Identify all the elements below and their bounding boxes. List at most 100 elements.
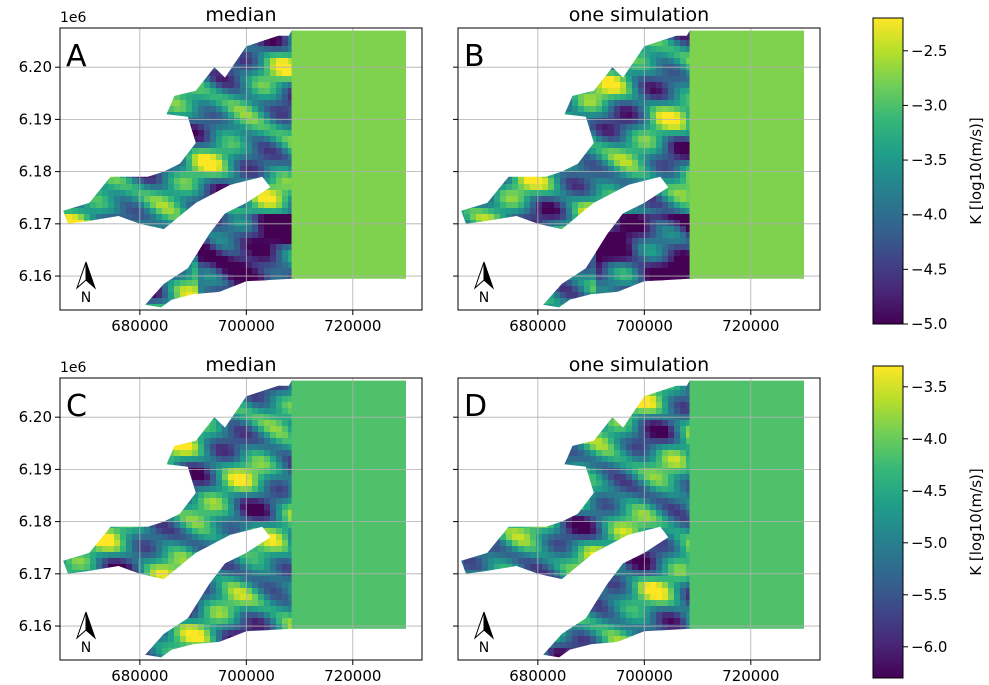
heatmap-cell (156, 426, 163, 433)
heatmap-cell (156, 232, 163, 239)
heatmap-b (461, 30, 804, 308)
heatmap-cell (78, 184, 85, 191)
heatmap-cell (288, 280, 295, 287)
heatmap-cell (114, 498, 121, 505)
north-arrow-icon: N (473, 261, 495, 306)
heatmap-cell (186, 214, 193, 221)
heatmap-cell (542, 232, 549, 239)
heatmap-cell (222, 232, 229, 239)
heatmap-cell (120, 630, 127, 637)
heatmap-cell (464, 214, 471, 221)
heatmap-cell (108, 112, 115, 119)
heatmap-cell (198, 172, 205, 179)
heatmap-cell (126, 214, 133, 221)
heatmap-cell (120, 196, 127, 203)
heatmap-cell (63, 474, 67, 481)
heatmap-cell (234, 82, 241, 89)
heatmap-cell (138, 420, 145, 427)
heatmap-cell (180, 226, 187, 233)
heatmap-cell (276, 208, 283, 215)
heatmap-cell (102, 130, 109, 137)
heatmap-cell (470, 256, 477, 263)
heatmap-cell (180, 136, 187, 143)
y-tick-label: 6.17 (19, 215, 52, 233)
heatmap-cell (90, 88, 97, 95)
heatmap-cell (608, 214, 615, 221)
heatmap-cell (252, 256, 259, 263)
heatmap-cell (680, 304, 687, 308)
heatmap-cell (126, 480, 133, 487)
heatmap-cell (512, 238, 519, 245)
heatmap-cell (258, 304, 265, 308)
heatmap-cell (102, 462, 109, 469)
heatmap-cell (132, 426, 139, 433)
heatmap-cell (554, 124, 561, 131)
heatmap-cell (192, 184, 199, 191)
heatmap-cell (650, 88, 657, 95)
heatmap-cell (270, 250, 277, 257)
heatmap-cell (674, 232, 681, 239)
heatmap-cell (650, 238, 657, 245)
heatmap-cell (72, 238, 79, 245)
heatmap-cell (216, 636, 223, 643)
heatmap-cell (228, 268, 235, 275)
heatmap-cell (680, 190, 687, 197)
heatmap-cell (84, 540, 91, 547)
heatmap-cell (656, 166, 663, 173)
heatmap-cell (156, 226, 163, 233)
heatmap-cell (186, 380, 193, 385)
heatmap-cell (572, 268, 579, 275)
heatmap-cell (138, 118, 145, 125)
heatmap-cell (192, 118, 199, 125)
heatmap-cell (500, 82, 507, 89)
heatmap-cell (168, 618, 175, 625)
heatmap-cell (174, 208, 181, 215)
heatmap-cell (276, 106, 283, 113)
heatmap-cell (228, 70, 235, 77)
heatmap-cell (162, 432, 169, 439)
heatmap-cell (120, 232, 127, 239)
heatmap-cell (584, 208, 591, 215)
heatmap-cell (168, 148, 175, 155)
heatmap-cell (542, 142, 549, 149)
heatmap-cell (662, 250, 669, 257)
heatmap-cell (276, 88, 283, 95)
heatmap-cell (108, 380, 115, 385)
heatmap-cell (240, 274, 247, 281)
heatmap-cell (144, 558, 151, 565)
heatmap-cell (78, 124, 85, 131)
heatmap-cell (150, 238, 157, 245)
heatmap-cell (114, 172, 121, 179)
heatmap-cell (524, 268, 531, 275)
heatmap-cell (84, 178, 91, 185)
heatmap-cell (680, 40, 687, 47)
heatmap-cell (198, 160, 205, 167)
heatmap-cell (180, 390, 187, 397)
heatmap-cell (554, 52, 561, 59)
heatmap-cell (674, 100, 681, 107)
heatmap-cell (518, 34, 525, 41)
heatmap-cell (108, 208, 115, 215)
heatmap-cell (656, 226, 663, 233)
heatmap-cell (596, 202, 603, 209)
heatmap-cell (548, 274, 555, 281)
heatmap-cell (566, 166, 573, 173)
heatmap-cell (162, 498, 169, 505)
heatmap-cell (461, 148, 465, 155)
heatmap-cell (114, 196, 121, 203)
heatmap-cell (668, 148, 675, 155)
heatmap-cell (216, 148, 223, 155)
heatmap-cell (620, 148, 627, 155)
heatmap-cell (282, 304, 289, 308)
heatmap-cell (644, 214, 651, 221)
heatmap-cell (126, 396, 133, 403)
heatmap-cell (174, 172, 181, 179)
heatmap-cell (174, 492, 181, 499)
heatmap-cell (596, 70, 603, 77)
heatmap-cell (470, 304, 477, 308)
heatmap-cell (461, 298, 465, 305)
heatmap-cell (264, 178, 271, 185)
heatmap-cell (264, 154, 271, 161)
heatmap-cell (180, 510, 187, 517)
heatmap-cell (686, 238, 693, 245)
